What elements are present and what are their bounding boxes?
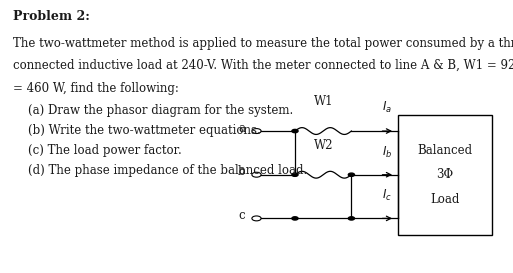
Text: W2: W2	[313, 138, 333, 152]
Text: The two-wattmeter method is applied to measure the total power consumed by a thr: The two-wattmeter method is applied to m…	[13, 37, 513, 50]
Text: connected inductive load at 240-V. With the meter connected to line A & B, W1 = : connected inductive load at 240-V. With …	[13, 59, 513, 72]
Text: (a) Draw the phasor diagram for the system.: (a) Draw the phasor diagram for the syst…	[13, 104, 293, 117]
Text: $I_b$: $I_b$	[382, 145, 392, 160]
Text: (c) The load power factor.: (c) The load power factor.	[13, 144, 182, 157]
Text: $I_a$: $I_a$	[382, 100, 392, 115]
Text: Load: Load	[430, 193, 460, 206]
Circle shape	[292, 217, 298, 220]
Circle shape	[348, 217, 354, 220]
Circle shape	[292, 173, 298, 176]
Text: 3Φ: 3Φ	[437, 168, 453, 181]
Bar	[398, 115, 492, 235]
Text: Balanced: Balanced	[418, 144, 472, 157]
Text: $I_c$: $I_c$	[382, 188, 392, 203]
Text: Problem 2:: Problem 2:	[13, 10, 90, 23]
Text: W1: W1	[313, 95, 333, 108]
Text: c: c	[239, 209, 245, 222]
Text: = 460 W, find the following:: = 460 W, find the following:	[13, 82, 179, 95]
Text: b: b	[238, 165, 245, 179]
Text: (d) The phase impedance of the balanced load.: (d) The phase impedance of the balanced …	[13, 164, 307, 177]
Text: a: a	[238, 122, 245, 135]
Text: (b) Write the two-wattmeter equations.: (b) Write the two-wattmeter equations.	[13, 124, 261, 137]
Circle shape	[292, 129, 298, 133]
Circle shape	[348, 173, 354, 176]
